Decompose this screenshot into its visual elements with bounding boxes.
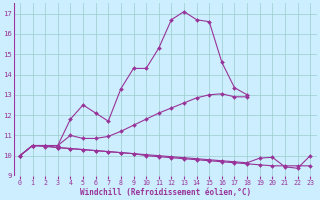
X-axis label: Windchill (Refroidissement éolien,°C): Windchill (Refroidissement éolien,°C) [79,188,251,197]
